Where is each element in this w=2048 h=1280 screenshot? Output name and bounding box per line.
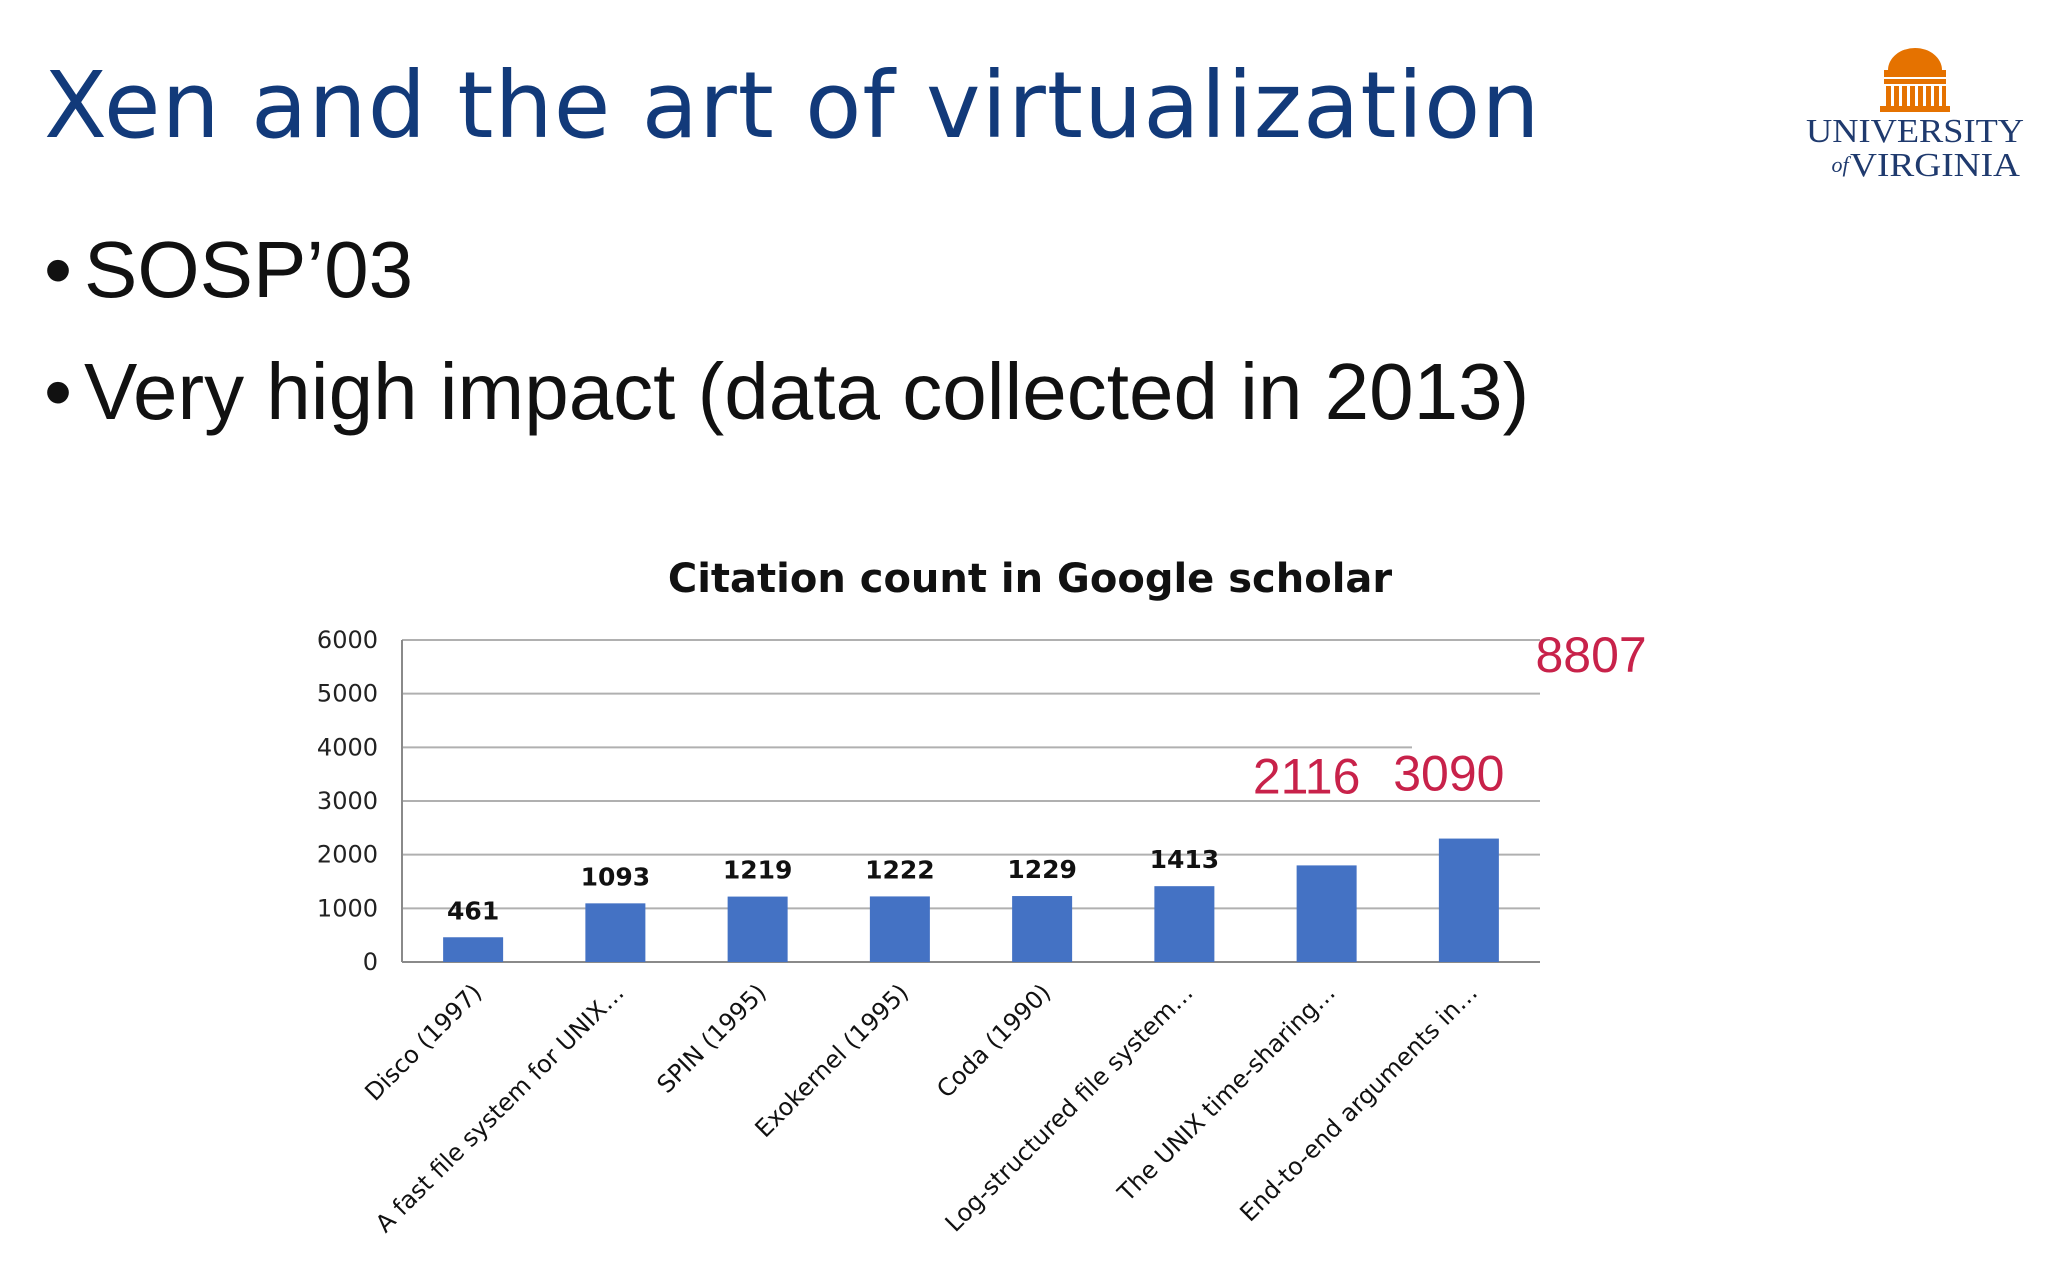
- data-label: 1229: [1007, 855, 1077, 884]
- y-tick-label: 2000: [317, 841, 378, 869]
- logo-line1: UNIVERSITY: [1806, 113, 2024, 150]
- x-tick-label: Coda (1990): [931, 978, 1056, 1103]
- bar: [1296, 865, 1357, 962]
- x-tick-label: A fast file system for UNIX…: [370, 978, 630, 1238]
- y-tick-label: 1000: [317, 894, 378, 922]
- bullet-symbol: •: [44, 225, 73, 314]
- bullet-text: Very high impact (data collected in 2013…: [84, 347, 1530, 436]
- x-tick-label: End-to-end arguments in…: [1234, 978, 1483, 1227]
- slide-title: Xen and the art of virtualization: [44, 52, 1541, 159]
- bar: [1012, 896, 1073, 962]
- bullet-symbol: •: [44, 347, 73, 436]
- data-label: 461: [447, 896, 499, 925]
- rotunda-icon: [1880, 48, 1950, 112]
- data-label: 1413: [1150, 845, 1220, 874]
- university-logo: UNIVERSITY of VIRGINIA: [1806, 48, 2024, 184]
- y-tick-label: 0: [363, 948, 378, 976]
- bar: [1154, 886, 1215, 962]
- bullet-item: • SOSP’03: [44, 230, 1529, 310]
- bar: [585, 903, 646, 962]
- x-tick-label: Exokernel (1995): [750, 978, 915, 1143]
- x-tick-label: Log-structured file system…: [940, 978, 1199, 1237]
- bullet-list: • SOSP’03 • Very high impact (data colle…: [44, 230, 1529, 474]
- data-label: 1093: [581, 862, 651, 891]
- x-tick-label: SPIN (1995): [652, 978, 772, 1098]
- logo-line2: VIRGINIA: [1850, 147, 2020, 184]
- y-tick-label: 5000: [317, 680, 378, 708]
- x-tick-label: Disco (1997): [359, 978, 487, 1106]
- annotation: 2116: [1253, 748, 1361, 804]
- logo-of: of: [1831, 152, 1851, 177]
- bullet-text: SOSP’03: [84, 225, 414, 314]
- chart-title: Citation count in Google scholar: [668, 556, 1393, 602]
- bullet-item: • Very high impact (data collected in 20…: [44, 352, 1529, 432]
- bar: [443, 937, 504, 962]
- data-label: 1222: [865, 855, 935, 884]
- y-tick-label: 3000: [317, 787, 378, 815]
- bar: [727, 896, 788, 962]
- bar: [1438, 838, 1499, 962]
- bar: [869, 896, 930, 962]
- annotation: 8807: [1536, 627, 1647, 683]
- annotation: 3090: [1393, 746, 1504, 802]
- y-tick-label: 4000: [317, 733, 378, 761]
- y-tick-label: 6000: [317, 626, 378, 654]
- data-label: 1219: [723, 856, 793, 885]
